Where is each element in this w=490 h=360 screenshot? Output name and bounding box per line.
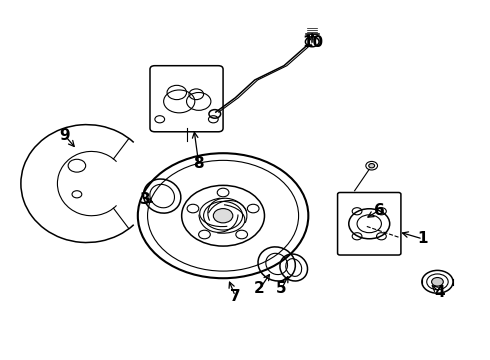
- Text: 7: 7: [230, 289, 241, 303]
- FancyBboxPatch shape: [338, 193, 401, 255]
- Text: 4: 4: [435, 285, 445, 300]
- FancyBboxPatch shape: [150, 66, 223, 132]
- Text: 3: 3: [140, 192, 150, 207]
- Text: 9: 9: [59, 128, 70, 143]
- Circle shape: [432, 278, 443, 286]
- Circle shape: [369, 163, 374, 168]
- Text: 2: 2: [254, 282, 265, 296]
- Text: 10: 10: [303, 35, 324, 50]
- Text: 8: 8: [194, 157, 204, 171]
- Text: 1: 1: [417, 231, 428, 247]
- Circle shape: [213, 208, 233, 223]
- Text: 5: 5: [276, 282, 287, 296]
- Text: 6: 6: [373, 203, 384, 218]
